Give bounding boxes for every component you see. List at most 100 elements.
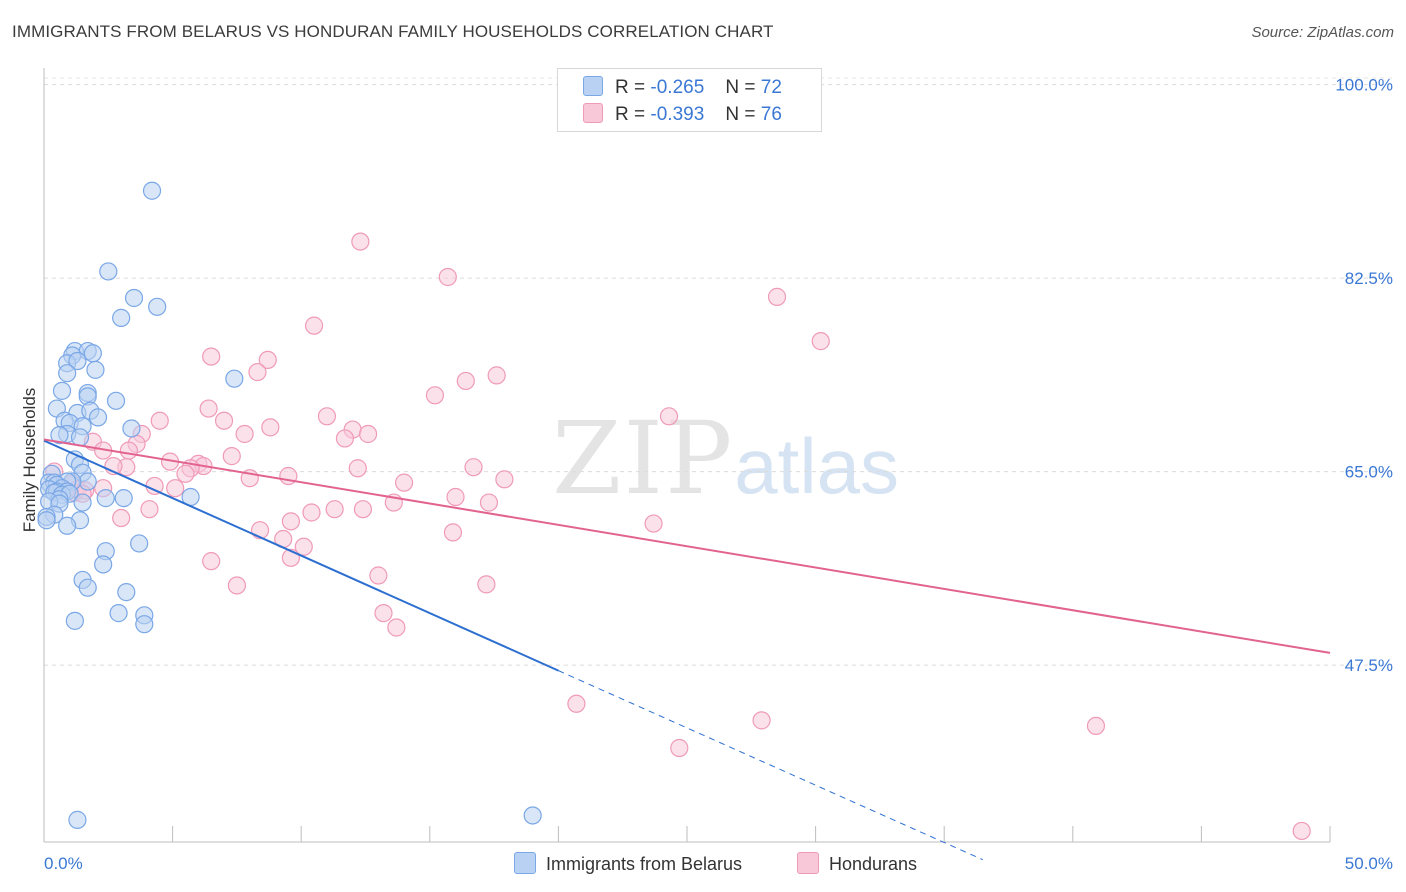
point-belarus xyxy=(122,419,141,438)
y-axis-label: Family Households xyxy=(20,387,39,533)
point-belarus xyxy=(99,262,118,281)
point-belarus xyxy=(78,578,97,597)
bottom-legend-label-hondurans: Hondurans xyxy=(829,854,918,874)
point-belarus xyxy=(78,472,97,491)
point-hondurans xyxy=(335,429,355,448)
point-hondurans xyxy=(202,552,221,571)
point-hondurans xyxy=(1292,821,1311,841)
point-hondurans xyxy=(258,350,277,370)
legend-swatch-belarus xyxy=(583,76,603,96)
source-credit: Source: ZipAtlas.com xyxy=(1251,24,1394,41)
point-hondurans xyxy=(261,418,280,437)
point-hondurans xyxy=(670,738,689,758)
point-hondurans xyxy=(811,332,830,351)
point-hondurans xyxy=(304,316,324,335)
point-hondurans xyxy=(281,512,301,531)
point-hondurans xyxy=(222,447,241,466)
point-belarus xyxy=(130,534,149,553)
point-belarus xyxy=(70,428,90,447)
point-hondurans xyxy=(150,411,169,430)
stats-legend: R = -0.265 N = 72 R = -0.393 N = 76 xyxy=(557,68,822,132)
point-hondurans xyxy=(446,487,465,507)
point-belarus xyxy=(52,381,72,400)
point-hondurans xyxy=(369,566,388,585)
point-belarus xyxy=(112,308,131,327)
point-belarus xyxy=(37,511,56,530)
x-tick-label-min: 0.0% xyxy=(44,854,83,873)
point-hondurans xyxy=(227,576,246,595)
chart-title: IMMIGRANTS FROM BELARUS VS HONDURAN FAMI… xyxy=(12,22,774,41)
bottom-legend-belarus[interactable]: Immigrants from Belarus xyxy=(514,852,742,875)
point-belarus xyxy=(58,364,77,383)
point-hondurans xyxy=(374,604,393,623)
y-tick-label: 47.5% xyxy=(1345,656,1393,675)
point-hondurans xyxy=(567,694,586,713)
point-hondurans xyxy=(477,575,496,594)
point-belarus xyxy=(225,369,244,388)
bottom-legend-label-belarus: Immigrants from Belarus xyxy=(546,854,743,874)
point-hondurans xyxy=(358,424,378,444)
watermark-atlas: atlas xyxy=(734,422,900,510)
point-belarus xyxy=(148,297,167,316)
point-hondurans xyxy=(176,464,195,483)
point-hondurans xyxy=(140,500,159,519)
point-hondurans xyxy=(199,399,218,418)
point-belarus xyxy=(124,288,144,308)
point-hondurans xyxy=(317,407,337,426)
bottom-legend-hondurans[interactable]: Hondurans xyxy=(797,852,917,875)
point-hondurans xyxy=(438,267,457,287)
point-hondurans xyxy=(394,473,414,492)
y-tick-label: 100.0% xyxy=(1335,76,1393,95)
point-belarus xyxy=(114,489,133,508)
point-belarus xyxy=(106,391,126,410)
point-hondurans xyxy=(495,470,514,489)
point-hondurans xyxy=(166,479,185,498)
legend-swatch-hondurans xyxy=(583,103,603,123)
point-hondurans xyxy=(353,500,373,519)
point-belarus xyxy=(68,810,87,829)
point-belarus xyxy=(73,493,92,512)
trendline-hondurans xyxy=(43,438,1331,654)
point-hondurans xyxy=(487,366,506,385)
point-belarus xyxy=(135,615,154,634)
point-hondurans xyxy=(248,362,267,382)
point-belarus xyxy=(86,360,105,379)
y-tick-label: 82.5% xyxy=(1345,269,1393,288)
stats-legend-row-belarus: R = -0.265 N = 72 xyxy=(583,76,782,99)
point-belarus xyxy=(65,611,84,630)
n-label: N = xyxy=(725,77,756,98)
point-hondurans xyxy=(479,493,499,512)
point-hondurans xyxy=(644,514,663,533)
trendline-belarus-extension xyxy=(558,670,983,861)
n-value-belarus: 72 xyxy=(760,77,782,98)
point-hondurans xyxy=(119,441,138,460)
x-tick-label-max: 50.0% xyxy=(1345,854,1393,873)
point-hondurans xyxy=(348,459,367,478)
point-hondurans xyxy=(302,503,321,522)
point-belarus xyxy=(109,604,128,623)
y-tick-label: 65.0% xyxy=(1345,463,1393,482)
point-hondurans xyxy=(351,232,370,251)
point-hondurans xyxy=(443,523,463,542)
n-value-hondurans: 76 xyxy=(760,104,782,125)
point-belarus xyxy=(523,806,542,825)
point-belarus xyxy=(68,351,87,371)
point-hondurans xyxy=(202,347,221,366)
point-belarus xyxy=(83,344,102,363)
point-belarus xyxy=(96,489,115,508)
point-hondurans xyxy=(235,424,254,444)
watermark-zip: ZIP xyxy=(552,400,735,517)
point-hondurans xyxy=(387,618,406,637)
point-hondurans xyxy=(294,537,313,556)
point-belarus xyxy=(88,408,108,427)
point-hondurans xyxy=(752,711,771,730)
point-hondurans xyxy=(659,407,679,426)
point-hondurans xyxy=(456,371,475,391)
point-hondurans xyxy=(464,458,483,477)
bottom-legend-swatch-hondurans xyxy=(797,852,819,874)
point-hondurans xyxy=(214,411,234,430)
point-belarus xyxy=(94,555,113,574)
point-hondurans xyxy=(425,386,445,405)
point-belarus xyxy=(142,181,162,200)
